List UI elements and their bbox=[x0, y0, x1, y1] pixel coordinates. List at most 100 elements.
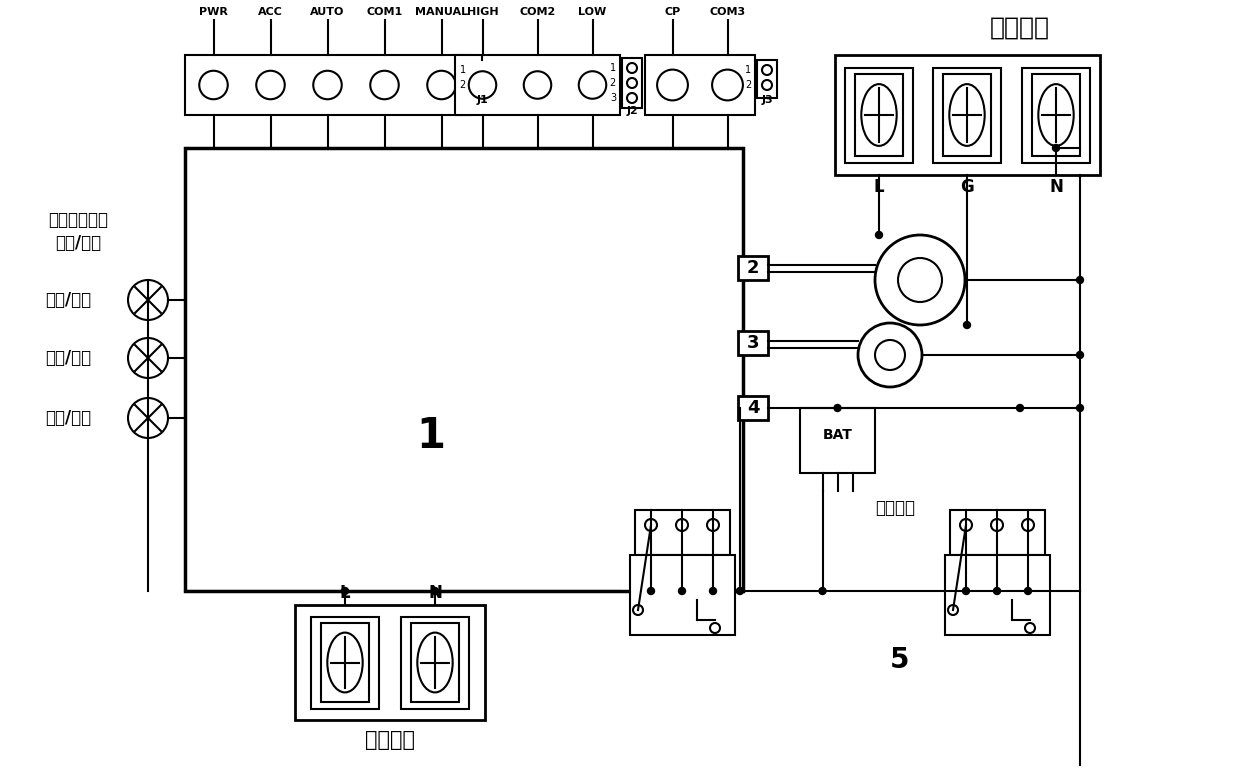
Circle shape bbox=[477, 65, 487, 75]
Text: 故障报警指示: 故障报警指示 bbox=[48, 211, 108, 229]
Text: 常亮/闪烁: 常亮/闪烁 bbox=[55, 234, 102, 252]
Ellipse shape bbox=[418, 633, 453, 692]
Bar bbox=[410, 623, 460, 702]
Circle shape bbox=[712, 69, 743, 100]
Bar bbox=[854, 74, 904, 156]
Text: 1: 1 bbox=[460, 65, 466, 75]
Text: 电源输出: 电源输出 bbox=[365, 730, 415, 750]
Text: 1: 1 bbox=[610, 63, 616, 73]
Bar bbox=[844, 68, 913, 163]
Circle shape bbox=[432, 587, 439, 594]
Text: HIGH: HIGH bbox=[466, 7, 498, 17]
Circle shape bbox=[1076, 352, 1084, 359]
Circle shape bbox=[257, 71, 285, 100]
Circle shape bbox=[963, 321, 971, 328]
Text: COM1: COM1 bbox=[366, 7, 403, 17]
Circle shape bbox=[128, 338, 167, 378]
Text: CP: CP bbox=[665, 7, 681, 17]
Circle shape bbox=[341, 587, 348, 594]
Circle shape bbox=[763, 65, 773, 75]
Bar bbox=[630, 555, 735, 635]
Text: 3: 3 bbox=[610, 93, 616, 103]
Text: 2: 2 bbox=[610, 78, 616, 88]
Bar bbox=[950, 510, 1045, 555]
Bar bbox=[800, 408, 875, 473]
Text: 1: 1 bbox=[745, 65, 751, 75]
Text: L: L bbox=[874, 178, 884, 196]
Text: COM3: COM3 bbox=[709, 7, 745, 17]
Text: J2: J2 bbox=[626, 106, 637, 116]
Circle shape bbox=[711, 623, 720, 633]
Bar bbox=[320, 623, 370, 702]
Circle shape bbox=[835, 405, 841, 412]
Ellipse shape bbox=[1038, 84, 1074, 146]
Text: J3: J3 bbox=[761, 95, 773, 105]
Bar bbox=[635, 510, 730, 555]
Bar bbox=[295, 605, 485, 720]
Text: L: L bbox=[340, 584, 351, 602]
Bar bbox=[945, 555, 1050, 635]
Bar bbox=[622, 58, 642, 108]
Circle shape bbox=[477, 80, 487, 90]
Text: J1: J1 bbox=[476, 95, 487, 105]
Text: MANUAL: MANUAL bbox=[415, 7, 467, 17]
Text: 输出控制: 输出控制 bbox=[875, 499, 915, 517]
Circle shape bbox=[991, 519, 1003, 531]
Text: N: N bbox=[428, 584, 441, 602]
Text: G: G bbox=[960, 178, 973, 196]
Bar bbox=[401, 616, 469, 709]
Bar bbox=[1022, 68, 1090, 163]
Bar bbox=[185, 148, 743, 591]
Circle shape bbox=[1076, 405, 1084, 412]
Text: 4: 4 bbox=[746, 399, 759, 417]
Bar bbox=[756, 60, 777, 98]
Text: AUTO: AUTO bbox=[310, 7, 345, 17]
Text: 过压/欠压: 过压/欠压 bbox=[45, 291, 91, 309]
Text: 短路/漏电: 短路/漏电 bbox=[45, 409, 91, 427]
Circle shape bbox=[993, 587, 1001, 594]
Ellipse shape bbox=[327, 633, 362, 692]
Bar bbox=[311, 616, 379, 709]
Circle shape bbox=[1025, 623, 1035, 633]
Circle shape bbox=[523, 72, 552, 99]
Bar bbox=[932, 68, 1001, 163]
Text: 5: 5 bbox=[890, 646, 910, 674]
Circle shape bbox=[1024, 587, 1032, 594]
Circle shape bbox=[200, 71, 228, 100]
Bar bbox=[738, 256, 768, 280]
Circle shape bbox=[898, 258, 942, 302]
Bar bbox=[645, 55, 755, 115]
Circle shape bbox=[469, 72, 496, 99]
Circle shape bbox=[676, 519, 688, 531]
Circle shape bbox=[647, 587, 655, 594]
Text: 过载/空载: 过载/空载 bbox=[45, 349, 91, 367]
Text: PWR: PWR bbox=[200, 7, 228, 17]
Text: LOW: LOW bbox=[578, 7, 606, 17]
Text: 2: 2 bbox=[460, 80, 466, 90]
Circle shape bbox=[627, 78, 637, 88]
Circle shape bbox=[128, 280, 167, 320]
Circle shape bbox=[627, 63, 637, 73]
Text: ACC: ACC bbox=[258, 7, 283, 17]
Circle shape bbox=[707, 519, 719, 531]
Circle shape bbox=[962, 587, 970, 594]
Bar bbox=[1032, 74, 1080, 156]
Circle shape bbox=[875, 340, 905, 370]
Circle shape bbox=[709, 587, 717, 594]
Text: 电源输入: 电源输入 bbox=[990, 16, 1050, 40]
Circle shape bbox=[960, 519, 972, 531]
Circle shape bbox=[1053, 145, 1059, 152]
Ellipse shape bbox=[950, 84, 985, 146]
Text: 1: 1 bbox=[415, 415, 445, 457]
Circle shape bbox=[858, 323, 923, 387]
Bar bbox=[185, 55, 470, 115]
Circle shape bbox=[314, 71, 342, 100]
Text: COM2: COM2 bbox=[520, 7, 556, 17]
Circle shape bbox=[645, 519, 657, 531]
Circle shape bbox=[737, 587, 744, 594]
Text: 3: 3 bbox=[746, 334, 759, 352]
Bar bbox=[835, 55, 1100, 175]
Circle shape bbox=[428, 71, 456, 100]
Bar bbox=[455, 55, 620, 115]
Circle shape bbox=[1022, 519, 1034, 531]
